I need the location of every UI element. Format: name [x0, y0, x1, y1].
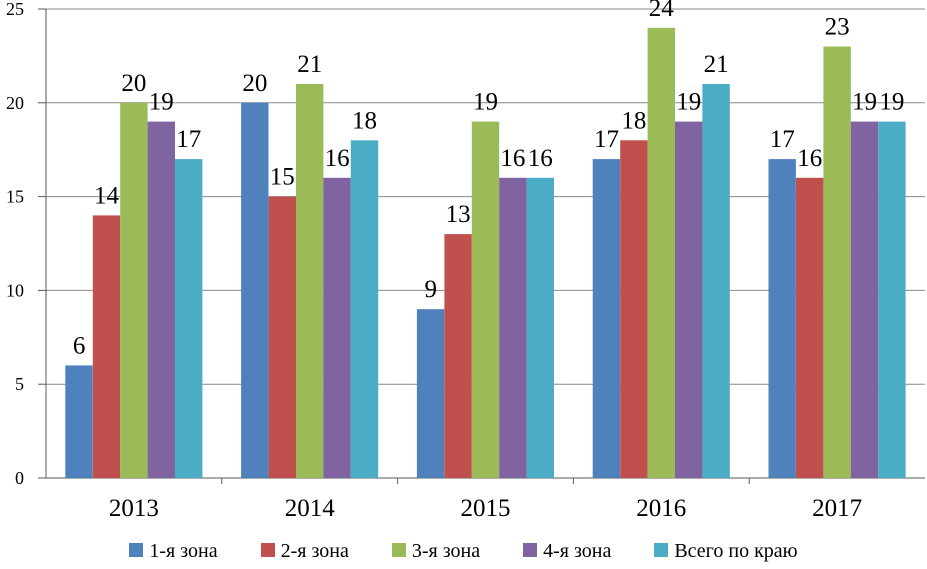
svg-text:2013: 2013: [109, 495, 159, 522]
svg-text:2014: 2014: [285, 495, 336, 522]
svg-text:16: 16: [325, 145, 350, 172]
svg-text:19: 19: [676, 89, 701, 116]
svg-text:2017: 2017: [812, 495, 862, 522]
svg-text:18: 18: [352, 107, 377, 134]
svg-text:17: 17: [176, 126, 201, 153]
svg-text:24: 24: [649, 0, 675, 22]
svg-text:19: 19: [852, 89, 877, 116]
svg-text:5: 5: [15, 374, 24, 394]
svg-text:13: 13: [446, 201, 471, 228]
svg-text:2015: 2015: [461, 495, 511, 522]
svg-text:10: 10: [6, 280, 24, 300]
svg-text:25: 25: [6, 0, 24, 19]
svg-text:9: 9: [424, 276, 437, 303]
svg-text:2016: 2016: [636, 495, 686, 522]
svg-text:16: 16: [797, 145, 822, 172]
svg-text:14: 14: [94, 182, 120, 209]
svg-text:19: 19: [879, 89, 904, 116]
svg-text:16: 16: [500, 145, 525, 172]
svg-text:19: 19: [473, 89, 498, 116]
svg-text:17: 17: [594, 126, 619, 153]
svg-text:6: 6: [73, 332, 86, 359]
svg-text:23: 23: [825, 14, 850, 41]
svg-text:17: 17: [770, 126, 795, 153]
svg-text:20: 20: [121, 70, 146, 97]
svg-text:16: 16: [528, 145, 553, 172]
svg-text:20: 20: [242, 70, 267, 97]
svg-text:19: 19: [149, 89, 174, 116]
svg-text:20: 20: [6, 93, 24, 113]
svg-text:18: 18: [621, 107, 646, 134]
svg-text:21: 21: [297, 51, 322, 78]
svg-text:15: 15: [270, 164, 295, 191]
svg-text:15: 15: [6, 187, 24, 207]
svg-text:0: 0: [15, 468, 24, 488]
svg-text:21: 21: [704, 51, 729, 78]
